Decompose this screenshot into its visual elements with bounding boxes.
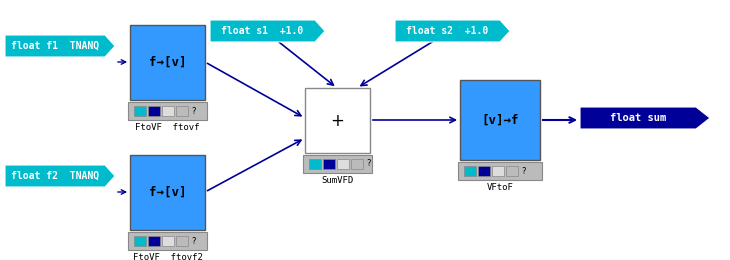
Polygon shape — [580, 107, 710, 129]
Text: VFtoF: VFtoF — [487, 183, 513, 192]
Text: f→[v]: f→[v] — [149, 186, 186, 199]
Text: ?: ? — [191, 107, 196, 115]
Text: float s2  +1.0: float s2 +1.0 — [407, 26, 488, 36]
Text: +: + — [331, 112, 345, 129]
FancyBboxPatch shape — [130, 25, 205, 100]
Text: float sum: float sum — [610, 113, 666, 123]
FancyBboxPatch shape — [176, 106, 188, 116]
FancyBboxPatch shape — [460, 80, 540, 160]
Text: ?: ? — [366, 159, 371, 168]
FancyBboxPatch shape — [478, 166, 490, 176]
FancyBboxPatch shape — [130, 155, 205, 230]
Text: [v]→f: [v]→f — [481, 114, 519, 127]
Text: ?: ? — [521, 166, 526, 176]
FancyBboxPatch shape — [458, 162, 542, 180]
Text: ?: ? — [191, 237, 196, 245]
FancyBboxPatch shape — [337, 159, 349, 169]
Text: FtoVF  ftovf2: FtoVF ftovf2 — [133, 253, 202, 260]
Text: float s1  +1.0: float s1 +1.0 — [221, 26, 304, 36]
FancyBboxPatch shape — [134, 106, 146, 116]
Text: float f1  TNANQ: float f1 TNANQ — [11, 41, 99, 51]
FancyBboxPatch shape — [162, 236, 174, 246]
Text: SumVFD: SumVFD — [321, 176, 353, 185]
FancyBboxPatch shape — [162, 106, 174, 116]
FancyBboxPatch shape — [309, 159, 321, 169]
FancyBboxPatch shape — [303, 155, 372, 173]
FancyBboxPatch shape — [492, 166, 504, 176]
Text: f→[v]: f→[v] — [149, 56, 186, 69]
Polygon shape — [5, 165, 115, 187]
Polygon shape — [210, 20, 325, 42]
FancyBboxPatch shape — [305, 88, 370, 153]
Polygon shape — [5, 35, 115, 57]
FancyBboxPatch shape — [351, 159, 363, 169]
FancyBboxPatch shape — [148, 106, 160, 116]
FancyBboxPatch shape — [506, 166, 518, 176]
FancyBboxPatch shape — [134, 236, 146, 246]
FancyBboxPatch shape — [128, 232, 207, 250]
Polygon shape — [395, 20, 510, 42]
FancyBboxPatch shape — [464, 166, 476, 176]
FancyBboxPatch shape — [128, 102, 207, 120]
FancyBboxPatch shape — [176, 236, 188, 246]
Text: FtoVF  ftovf: FtoVF ftovf — [135, 123, 200, 132]
Text: float f2  TNANQ: float f2 TNANQ — [11, 171, 99, 181]
FancyBboxPatch shape — [148, 236, 160, 246]
FancyBboxPatch shape — [323, 159, 335, 169]
